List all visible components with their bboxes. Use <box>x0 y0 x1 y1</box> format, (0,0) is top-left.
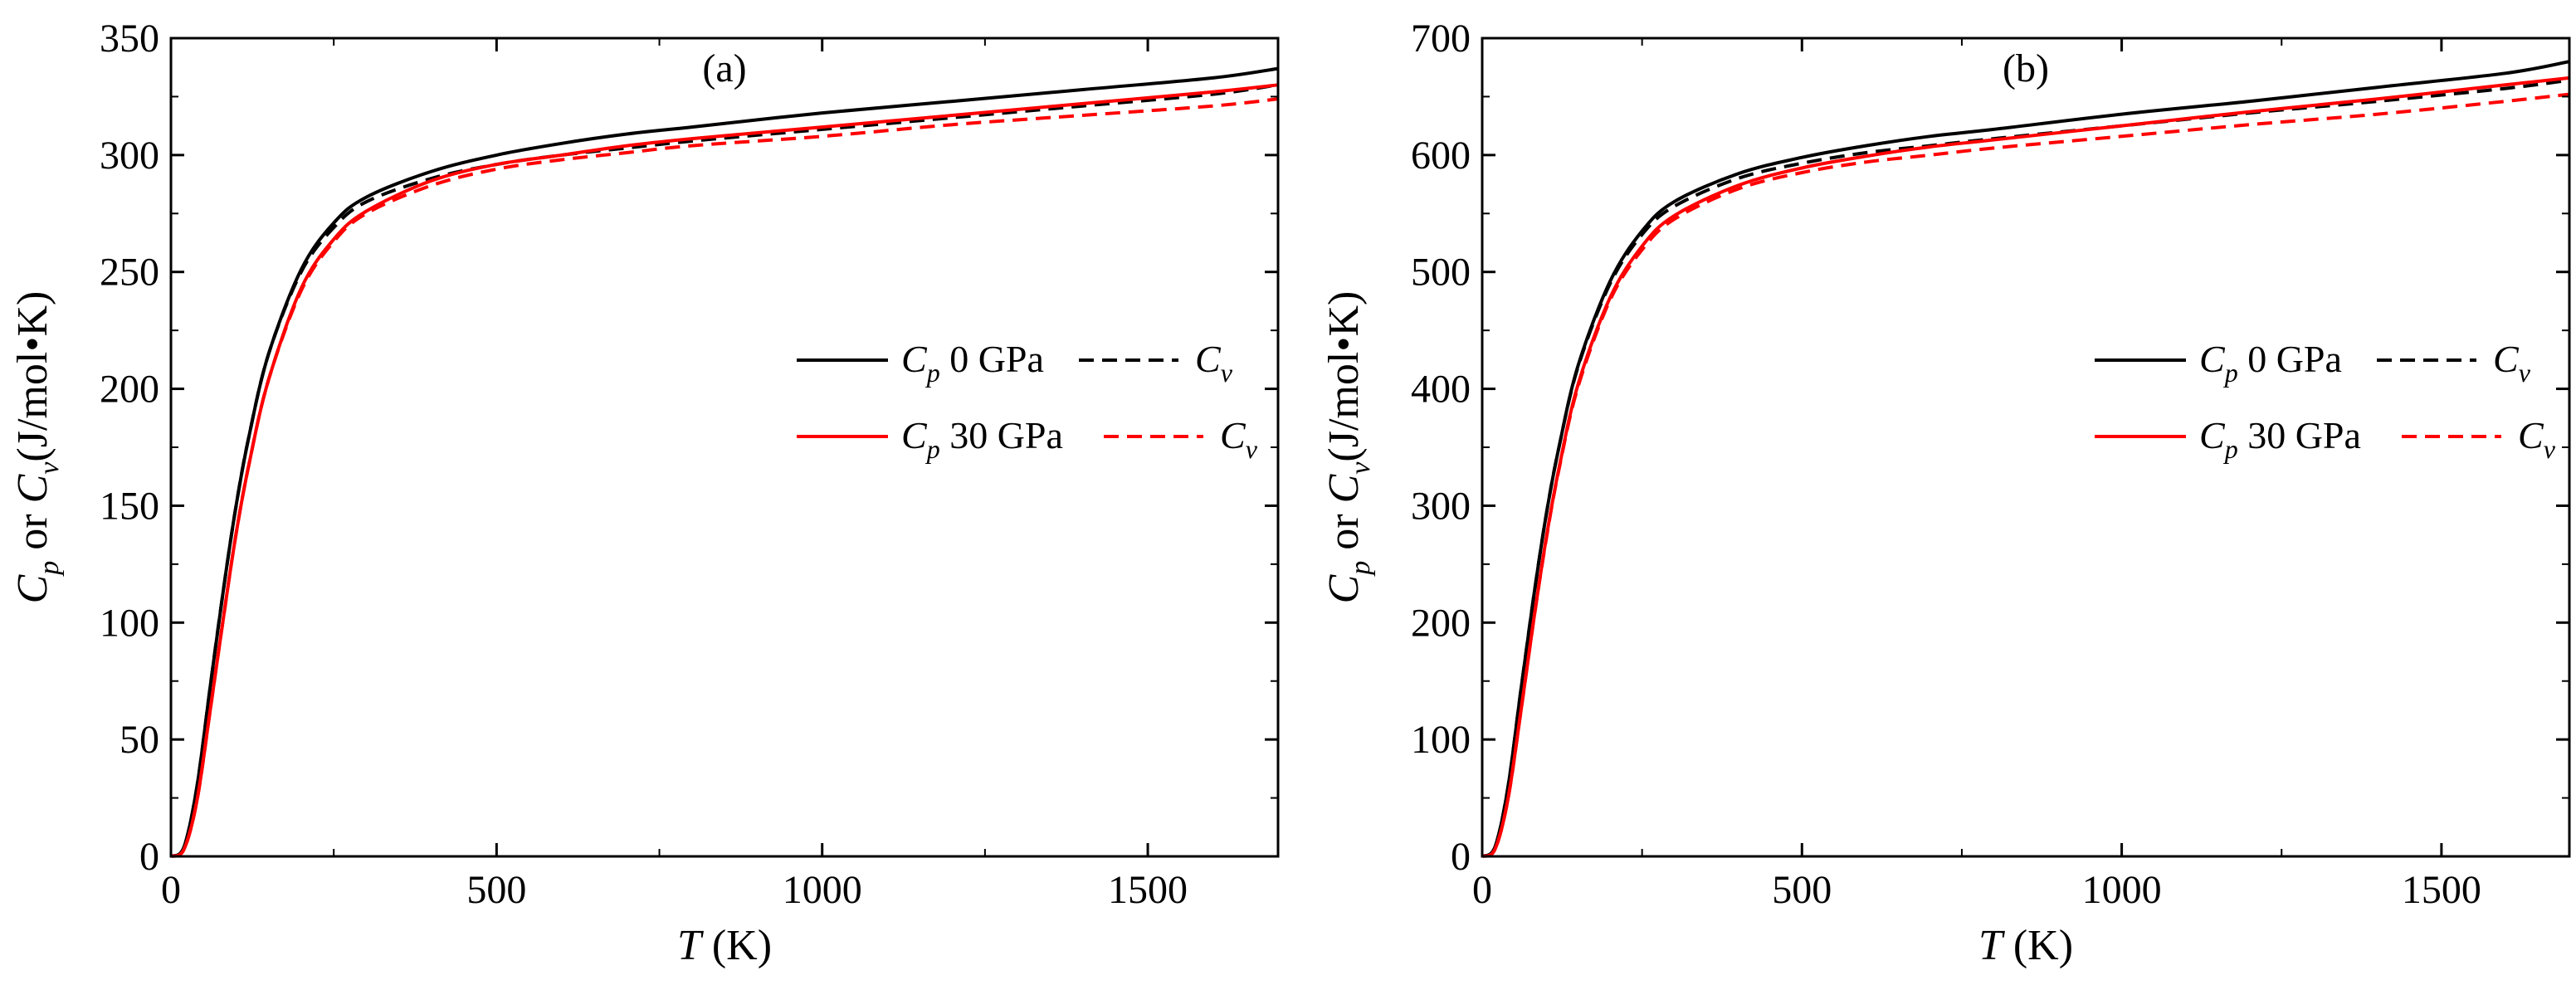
y-tick-label: 700 <box>1411 17 1471 61</box>
series-cp-0-gpa <box>169 66 1279 858</box>
y-tick-label: 300 <box>100 134 159 178</box>
legend-label-cp: Cp 0 GPa <box>2199 338 2342 388</box>
legend-cv: C <box>1220 414 1247 456</box>
x-axis-var: T <box>1978 922 2005 969</box>
y-tick-label: 50 <box>120 718 159 762</box>
x-tick-label: 1500 <box>2402 868 2481 912</box>
panel-label: (a) <box>702 46 746 90</box>
legend-label-cp: Cp 0 GPa <box>901 338 1044 388</box>
legend-pressure: 30 GPa <box>2238 414 2361 456</box>
y-axis-cv: C <box>9 473 56 503</box>
x-axis-title: T (K) <box>677 922 772 969</box>
legend-pressure: 0 GPa <box>2238 338 2342 380</box>
y-axis-cp: C <box>1320 573 1368 603</box>
y-axis-cv-sub: v <box>34 461 65 475</box>
y-tick-label: 250 <box>100 251 159 295</box>
y-tick-label: 600 <box>1411 134 1471 178</box>
legend-pressure: 30 GPa <box>940 414 1063 456</box>
series-group <box>169 66 1279 858</box>
y-axis-or: or <box>9 503 56 560</box>
legend-label-cp: Cp 30 GPa <box>901 414 1063 464</box>
legend-cv-sub: v <box>2519 358 2531 388</box>
y-tick-label: 300 <box>1411 484 1471 528</box>
y-tick-label: 0 <box>139 835 159 879</box>
panel-b: 0 500 1000 1500 0 100 200 300 400 500 600 700 (b) T (… <box>1320 17 2571 969</box>
legend-cp: C <box>901 338 928 380</box>
legend-label-cv: Cv <box>1195 338 1233 388</box>
x-tick-label: 0 <box>1472 868 1492 912</box>
series-cv-0-gpa <box>169 83 1279 858</box>
legend-cp-sub: p <box>2223 434 2238 464</box>
y-tick-label: 200 <box>100 368 159 412</box>
legend-label-cv: Cv <box>2518 414 2556 464</box>
y-tick-label: 200 <box>1411 601 1471 645</box>
series-cv-0-gpa <box>1481 78 2570 858</box>
y-axis-cp: C <box>9 573 56 603</box>
x-tick-label: 500 <box>1772 868 1832 912</box>
y-axis-or: or <box>1320 503 1368 560</box>
legend-label-cv: Cv <box>1220 414 1258 464</box>
legend-cv-sub: v <box>1246 434 1258 464</box>
y-tick-label: 400 <box>1411 368 1471 412</box>
legend-cv: C <box>1195 338 1222 380</box>
series-cp-30-gpa <box>170 83 1279 858</box>
y-axis-cp-sub: p <box>1345 561 1376 577</box>
y-axis-title: Cp or Cv(J/mol•K) <box>1320 291 1376 604</box>
y-axis-unit: (J/mol•K) <box>9 291 56 462</box>
y-axis-cv: C <box>1320 473 1368 503</box>
legend-cv-sub: v <box>1221 358 1233 388</box>
x-tick-label: 1000 <box>783 868 862 912</box>
series-group <box>1481 60 2570 858</box>
y-tick-label: 500 <box>1411 251 1471 295</box>
legend-cp-sub: p <box>925 358 940 388</box>
y-tick-label: 350 <box>100 17 159 61</box>
panel-label: (b) <box>2003 46 2049 90</box>
y-tick-label: 100 <box>1411 718 1471 762</box>
series-cv-30-gpa <box>170 97 1279 858</box>
x-axis-unit: (K) <box>701 922 772 969</box>
legend-pressure: 0 GPa <box>940 338 1044 380</box>
y-axis-unit: (J/mol•K) <box>1320 291 1368 462</box>
x-axis-unit: (K) <box>2003 922 2073 969</box>
plot-frame <box>169 37 1280 858</box>
x-tick-label: 1500 <box>1108 868 1188 912</box>
y-tick-label: 100 <box>100 601 159 645</box>
legend-cp: C <box>2199 338 2226 380</box>
legend-cp: C <box>901 414 928 456</box>
legend-cv: C <box>2518 414 2544 456</box>
x-axis-title: T (K) <box>1978 922 2073 969</box>
x-tick-label: 500 <box>466 868 526 912</box>
legend-label-cv: Cv <box>2493 338 2531 388</box>
x-tick-label: 0 <box>161 868 181 912</box>
legend-label-cp: Cp 30 GPa <box>2199 414 2361 464</box>
x-axis-var: T <box>677 922 704 969</box>
panel-a: 0 500 1000 1500 0 50 100 150 200 250 300 350 (a) T (K… <box>9 17 1280 969</box>
legend-cp-sub: p <box>2223 358 2238 388</box>
legend-cv-sub: v <box>2544 434 2556 464</box>
y-axis-cp-sub: p <box>34 561 65 577</box>
x-tick-label: 1000 <box>2082 868 2162 912</box>
legend-cp-sub: p <box>925 434 940 464</box>
series-cp-0-gpa <box>1481 60 2570 858</box>
y-tick-label: 150 <box>100 484 159 528</box>
y-axis-title: Cp or Cv(J/mol•K) <box>9 291 65 604</box>
legend-cp: C <box>2199 414 2226 456</box>
legend-cv: C <box>2493 338 2520 380</box>
series-cv-30-gpa <box>1481 92 2570 858</box>
plot-frame <box>1481 37 2571 858</box>
y-axis-cv-sub: v <box>1345 461 1376 475</box>
y-tick-label: 0 <box>1451 835 1471 879</box>
series-cp-30-gpa <box>1481 76 2570 858</box>
